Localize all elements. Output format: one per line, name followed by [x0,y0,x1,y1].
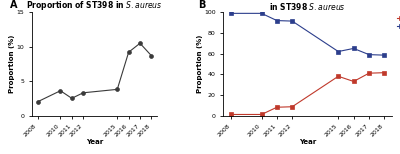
MRSA in ST398 [336,75,341,77]
Line: MSSA in ST398: MSSA in ST398 [229,11,386,57]
MSSA in ST398 [382,54,387,56]
MRSA in ST398 [290,106,295,108]
Text: A: A [10,0,17,10]
Legend: MRSA in ST398, MSSA in ST398: MRSA in ST398, MSSA in ST398 [397,15,400,29]
MRSA in ST398 [382,72,387,74]
Y-axis label: Proportion (%): Proportion (%) [196,35,202,93]
Line: MRSA in ST398: MRSA in ST398 [229,71,386,116]
MSSA in ST398 [228,12,233,14]
MRSA in ST398 [366,72,371,74]
Title: Proportion of MRSA and MSSA
in ST398 $\it{S. aureus}$: Proportion of MRSA and MSSA in ST398 $\i… [242,0,373,12]
Text: B: B [198,0,205,10]
MRSA in ST398 [274,106,279,108]
MRSA in ST398 [228,113,233,115]
MSSA in ST398 [259,12,264,14]
Title: Proportion of ST398 in $\it{S. aureus}$: Proportion of ST398 in $\it{S. aureus}$ [26,0,163,12]
MSSA in ST398 [290,20,295,22]
X-axis label: Year: Year [299,139,316,145]
MSSA in ST398 [336,51,341,53]
X-axis label: Year: Year [86,139,103,145]
MSSA in ST398 [366,54,371,56]
MSSA in ST398 [351,47,356,49]
MSSA in ST398 [274,20,279,22]
Y-axis label: Proportion (%): Proportion (%) [9,35,15,93]
MRSA in ST398 [259,113,264,115]
MRSA in ST398 [351,81,356,82]
